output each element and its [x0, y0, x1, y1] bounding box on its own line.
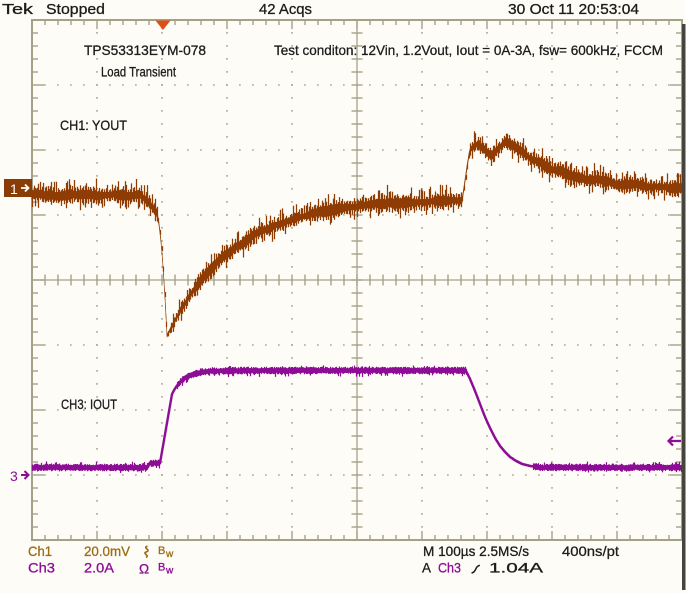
- svg-text:Test conditon: 12Vin, 1.2Vout,: Test conditon: 12Vin, 1.2Vout, Iout = 0A…: [274, 42, 663, 58]
- svg-text:Ch3: Ch3: [28, 560, 55, 576]
- svg-text:400ns/pt: 400ns/pt: [562, 543, 619, 559]
- svg-text:Stopped: Stopped: [46, 1, 105, 18]
- svg-text:CH1: YOUT: CH1: YOUT: [60, 117, 127, 133]
- svg-text:Ch3: Ch3: [438, 560, 461, 576]
- svg-text:Tek: Tek: [2, 1, 34, 18]
- svg-text:B: B: [158, 545, 165, 557]
- svg-text:TPS53313EYM-078: TPS53313EYM-078: [84, 42, 206, 58]
- svg-text:42 Acqs: 42 Acqs: [259, 1, 312, 18]
- svg-text:CH3: IOUT: CH3: IOUT: [61, 396, 117, 412]
- svg-text:w: w: [165, 549, 174, 560]
- svg-text:30 Oct 11 20:53:04: 30 Oct 11 20:53:04: [508, 1, 639, 18]
- svg-text:A: A: [422, 560, 432, 576]
- svg-text:1.04A: 1.04A: [489, 560, 544, 576]
- svg-text:Ω: Ω: [139, 562, 149, 577]
- svg-text:B: B: [158, 562, 165, 574]
- svg-text:M 100µs 2.5MS/s: M 100µs 2.5MS/s: [423, 543, 529, 559]
- svg-text:Load Transient: Load Transient: [101, 64, 176, 80]
- svg-text:w: w: [165, 566, 174, 577]
- svg-text:2.0A: 2.0A: [84, 560, 115, 576]
- svg-text:Ch1: Ch1: [28, 543, 52, 559]
- svg-text:20.0mV: 20.0mV: [84, 543, 131, 559]
- svg-text:1: 1: [10, 181, 18, 197]
- svg-text:3: 3: [10, 468, 18, 484]
